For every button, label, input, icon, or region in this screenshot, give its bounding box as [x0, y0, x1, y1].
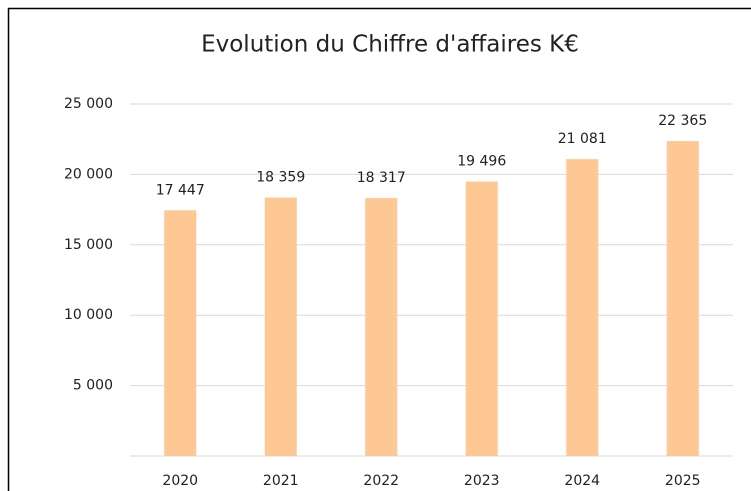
value-label: 18 359	[256, 170, 305, 186]
x-tick-label: 2023	[464, 473, 500, 489]
bar	[164, 210, 197, 456]
x-tick-label: 2020	[162, 473, 198, 489]
x-tick-label: 2021	[263, 473, 299, 489]
value-label: 22 365	[658, 113, 707, 129]
bar	[365, 198, 398, 457]
value-label: 19 496	[457, 153, 506, 169]
y-tick-label: 25 000	[64, 96, 113, 112]
y-tick-label: 20 000	[64, 166, 113, 182]
y-tick-label: 5 000	[73, 378, 113, 394]
x-tick-label: 2022	[363, 473, 399, 489]
value-label: 17 447	[156, 182, 205, 198]
y-tick-label: 10 000	[64, 307, 113, 323]
bar	[465, 181, 498, 456]
value-label: 21 081	[558, 131, 607, 147]
y-tick-label: 15 000	[64, 237, 113, 253]
x-tick-label: 2025	[665, 473, 701, 489]
value-label: 18 317	[357, 170, 406, 186]
bar	[666, 141, 699, 456]
bar	[566, 159, 599, 457]
bar	[264, 197, 297, 456]
chart-title: Evolution du Chiffre d'affaires K€	[201, 32, 579, 58]
x-tick-label: 2024	[564, 473, 600, 489]
